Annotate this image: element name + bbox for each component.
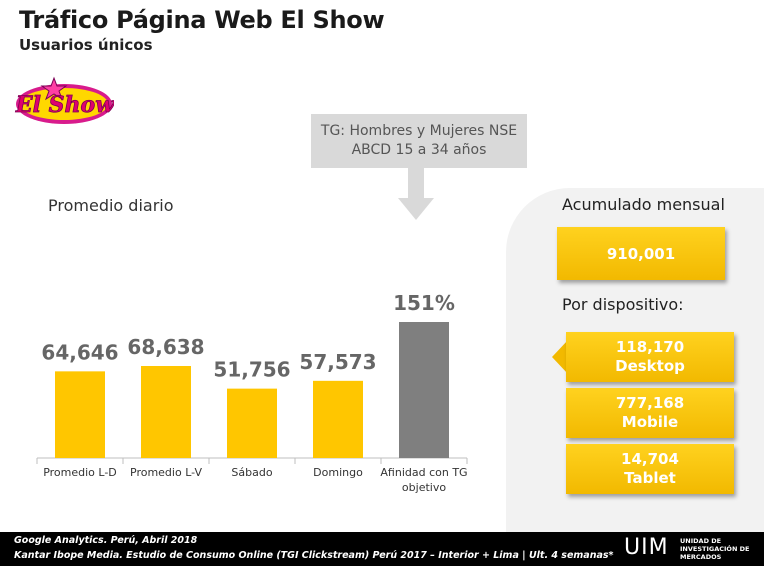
device-value: 777,168 (615, 394, 685, 412)
logo-wordmark: El Show (15, 92, 114, 118)
por-dispositivo-label: Por dispositivo: (562, 295, 684, 314)
device-name: Mobile (621, 413, 679, 431)
data-label: 57,573 (299, 350, 376, 374)
x-tick-label: Sábado (231, 466, 272, 479)
tg-callout-line-1: TG: Hombres y Mujeres NSE (320, 123, 518, 139)
data-label: 64,646 (41, 340, 118, 364)
device-card-tablet: 14,704 Tablet (566, 444, 734, 494)
device-card-mobile: 777,168 Mobile (566, 388, 734, 438)
bar (399, 322, 449, 458)
tg-callout: TG: Hombres y Mujeres NSE ABCD 15 a 34 a… (311, 114, 527, 168)
promedio-diario-label: Promedio diario (48, 196, 174, 215)
acumulado-mensual-label: Acumulado mensual (562, 195, 725, 214)
bar (141, 366, 191, 458)
device-name: Desktop (615, 357, 685, 375)
pointer-arrow-icon (552, 340, 568, 374)
bar (227, 388, 277, 458)
bar (313, 380, 363, 458)
device-value: 118,170 (615, 338, 685, 356)
x-tick-label: Promedio L-V (130, 466, 202, 479)
x-tick-label: Domingo (313, 466, 363, 479)
down-arrow-icon (398, 168, 434, 220)
device-card-desktop: 118,170 Desktop (566, 332, 734, 382)
x-tick-label: Afinidad con TG (380, 466, 467, 479)
source-note-1: Google Analytics. Perú, Abril 2018 (14, 535, 198, 546)
source-note-2: Kantar Ibope Media. Estudio de Consumo O… (14, 550, 614, 561)
x-tick-label: objetivo (402, 481, 446, 494)
uim-logo: UIM (624, 535, 669, 560)
tg-callout-line-2: ABCD 15 a 34 años (351, 142, 487, 158)
device-value: 14,704 (621, 450, 679, 468)
bar (55, 371, 105, 458)
acumulado-mensual-value: 910,001 (557, 227, 725, 280)
page-subtitle: Usuarios únicos (19, 36, 153, 54)
data-label: 151% (393, 291, 455, 315)
uim-logo-subtitle: UNIDAD DE INVESTIGACIÓN DE MERCADOS (680, 537, 750, 561)
x-tick-label: Promedio L-D (43, 466, 117, 479)
data-label: 68,638 (127, 335, 204, 359)
device-name: Tablet (624, 469, 676, 487)
el-show-logo: El Show (14, 76, 114, 124)
footer-bar (0, 532, 764, 566)
data-label: 51,756 (213, 358, 290, 382)
page-title: Tráfico Página Web El Show (19, 6, 385, 34)
